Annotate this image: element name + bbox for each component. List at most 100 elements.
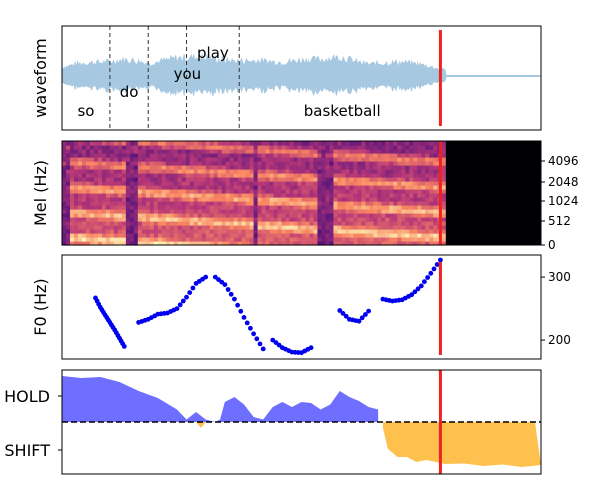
spectrogram-cell: [245, 233, 251, 238]
spectrogram-cell: [341, 209, 347, 214]
spectrogram-cell: [81, 241, 87, 246]
spectrogram-cell: [169, 173, 175, 178]
spectrogram-cell: [373, 213, 378, 218]
spectrogram-cell: [177, 217, 183, 222]
spectrogram-cell: [97, 177, 103, 182]
spectrogram-cell: [349, 149, 354, 154]
spectrogram-cell: [73, 193, 79, 198]
spectrogram-cell: [365, 205, 370, 210]
spectrogram-cell: [229, 237, 235, 242]
spectrogram-cell: [73, 189, 79, 194]
spectrogram-cell: [177, 157, 183, 162]
spectrogram-cell: [189, 237, 195, 242]
spectrogram-cell: [121, 213, 127, 218]
spectrogram-cell: [65, 217, 71, 222]
spectrogram-cell: [213, 237, 219, 242]
spectrogram-cell: [225, 169, 231, 174]
spectrogram-cell: [401, 173, 406, 178]
spectrogram-cell: [185, 233, 191, 238]
spectrogram-cell: [93, 193, 99, 198]
spectrogram-cell: [329, 217, 335, 222]
spectrogram-cell: [421, 181, 426, 186]
spectrogram-cell: [109, 225, 115, 230]
spectrogram-cell: [137, 233, 143, 238]
spectrogram-cell: [125, 185, 131, 190]
spectrogram-cell: [385, 145, 390, 150]
spectrogram-cell: [353, 201, 358, 206]
spectrogram-cell: [93, 165, 99, 170]
spectrogram-cell: [169, 169, 175, 174]
spectrogram-cell: [149, 217, 155, 222]
spectrogram-cell: [417, 157, 422, 162]
spectrogram-cell: [417, 185, 422, 190]
spectrogram-cell: [145, 157, 151, 162]
spectrogram-cell: [329, 169, 335, 174]
spectrogram-cell: [277, 209, 283, 214]
spectrogram-cell: [401, 205, 406, 210]
spectrogram-cell: [85, 157, 91, 162]
spectrogram-cell: [137, 189, 143, 194]
spectrogram-cell: [265, 173, 271, 178]
spectrogram-cell: [177, 205, 183, 210]
spectrogram-cell: [297, 197, 303, 202]
spectrogram-cell: [277, 237, 283, 242]
spectrogram-cell: [429, 201, 434, 206]
spectrogram-cell: [177, 213, 183, 218]
spectrogram-cell: [181, 209, 187, 214]
spectrogram-cell: [233, 149, 239, 154]
spectrogram-cell: [285, 201, 291, 206]
spectrogram-cell: [93, 209, 99, 214]
spectrogram-cell: [261, 141, 267, 146]
spectrogram-cell: [365, 169, 370, 174]
spectrogram-cell: [193, 221, 199, 226]
spectrogram-cell: [205, 185, 211, 190]
spectrogram-cell: [81, 157, 87, 162]
spectrogram-cell: [321, 189, 327, 194]
spectrogram-cell: [81, 209, 87, 214]
spectrogram-cell: [109, 197, 115, 202]
spectrogram-cell: [317, 145, 323, 150]
spectrogram-cell: [97, 145, 103, 150]
spectrogram-cell: [269, 165, 275, 170]
spectrogram-cell: [229, 149, 235, 154]
spectrogram-cell: [65, 173, 71, 178]
spectrogram-cell: [405, 217, 410, 222]
spectrogram-cell: [245, 205, 251, 210]
spectrogram-cell: [169, 221, 175, 226]
spectrogram-cell: [301, 177, 307, 182]
spectrogram-cell: [441, 141, 446, 146]
spectrogram-cell: [197, 141, 203, 146]
spectrogram-cell: [317, 229, 323, 234]
spectrogram-cell: [237, 213, 243, 218]
spectrogram-cell: [141, 205, 147, 210]
spectrogram-cell: [129, 165, 135, 170]
spectrogram-cell: [325, 153, 331, 158]
spectrogram-cell: [433, 209, 438, 214]
spectrogram-cell: [289, 205, 295, 210]
f0-point: [190, 285, 196, 291]
spectrogram-cell: [181, 173, 187, 178]
spectrogram-cell: [337, 173, 343, 178]
spectrogram-cell: [297, 153, 303, 158]
spectrogram-cell: [317, 173, 323, 178]
spectrogram-cell: [237, 193, 243, 198]
spectrogram-cell: [189, 213, 195, 218]
spectrogram-cell: [281, 201, 287, 206]
spectrogram-cell: [325, 233, 331, 238]
spectrogram-cell: [62, 181, 67, 186]
f0-ytick-label: 300: [548, 270, 571, 284]
spectrogram-cell: [389, 149, 394, 154]
spectrogram-cell: [361, 193, 366, 198]
spectrogram-cell: [397, 221, 402, 226]
spectrogram-cell: [221, 213, 227, 218]
spectrogram-cell: [109, 185, 115, 190]
spectrogram-cell: [221, 181, 227, 186]
spectrogram-cell: [201, 165, 207, 170]
spectrogram-cell: [213, 209, 219, 214]
spectrogram-cell: [157, 145, 163, 150]
spectrogram-cell: [381, 181, 386, 186]
spectrogram-cell: [373, 229, 378, 234]
spectrogram-cell: [213, 197, 219, 202]
spectrogram-cell: [169, 193, 175, 198]
spectrogram-cell: [285, 165, 291, 170]
